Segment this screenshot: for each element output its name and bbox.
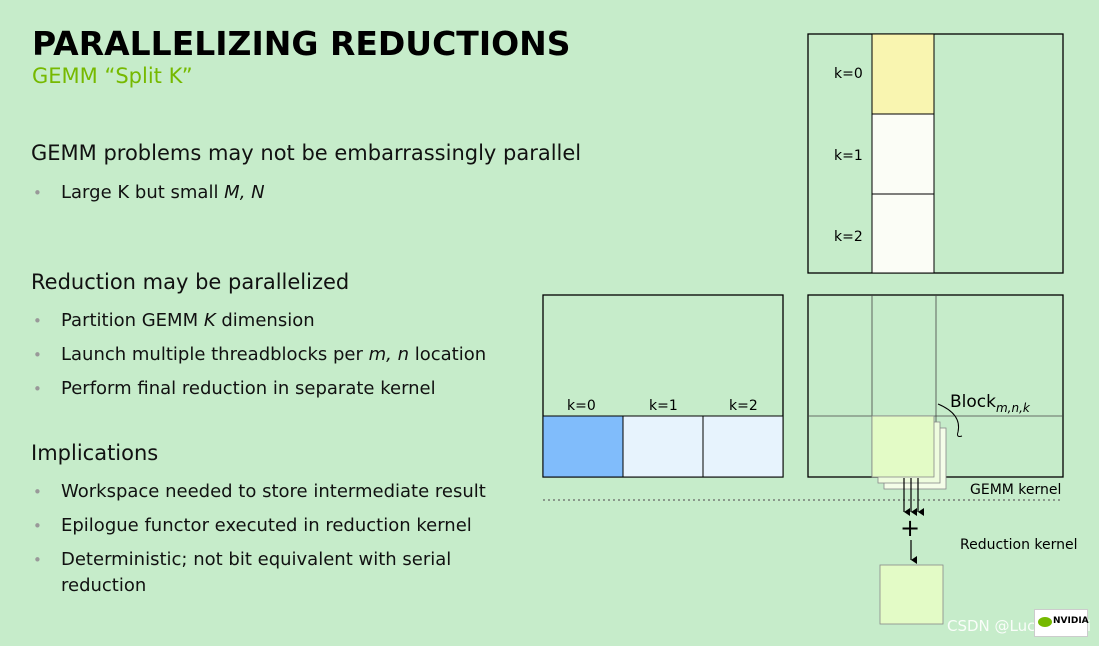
- gemm-kernel-label: GEMM kernel: [970, 482, 1061, 498]
- top-cell-k0: [871, 33, 935, 115]
- top-cell-k2: [871, 193, 935, 274]
- bullet-list-3: Workspace needed to store intermediate r…: [33, 479, 486, 599]
- left-k-label-1: k=1: [649, 398, 678, 414]
- result-tile: [879, 564, 944, 625]
- top-k-label-0: k=0: [834, 66, 863, 82]
- bullet-list-1: Large K but small M, N: [33, 180, 265, 214]
- section-heading-3: Implications: [31, 441, 159, 465]
- left-k-label-0: k=0: [567, 398, 596, 414]
- top-k-label-1: k=1: [834, 148, 863, 164]
- nvidia-logo: NVIDIA: [1034, 609, 1089, 637]
- nvidia-eye-icon: [1038, 617, 1052, 627]
- bullet-item: Workspace needed to store intermediate r…: [33, 479, 486, 513]
- left-cell-k1: [622, 415, 704, 478]
- logo-text: NVIDIA: [1053, 616, 1089, 626]
- bullet-item: Launch multiple threadblocks per m, n lo…: [33, 342, 486, 376]
- left-cell-k0: [542, 415, 624, 478]
- block-tile-k0: [871, 415, 935, 478]
- bullet-item: Epilogue functor executed in reduction k…: [33, 513, 486, 547]
- block-label: Blockm,n,k: [950, 392, 1031, 415]
- top-matrix: [807, 33, 1064, 274]
- page-subtitle: GEMM “Split K”: [32, 64, 193, 88]
- bullet-list-2: Partition GEMM K dimension Launch multip…: [33, 308, 486, 410]
- top-k-label-2: k=2: [834, 229, 863, 245]
- top-cell-k1: [871, 113, 935, 195]
- left-cell-k2: [702, 415, 784, 478]
- reduction-kernel-label: Reduction kernel: [960, 537, 1078, 553]
- section-heading-2: Reduction may be parallelized: [31, 270, 350, 294]
- page-title: PARALLELIZING REDUCTIONS: [32, 24, 571, 63]
- bullet-item: Large K but small M, N: [33, 180, 265, 214]
- bullet-item: Partition GEMM K dimension: [33, 308, 486, 342]
- bullet-item: Deterministic; not bit equivalent with s…: [33, 547, 486, 599]
- left-k-label-2: k=2: [729, 398, 758, 414]
- plus-symbol: +: [900, 514, 920, 542]
- section-heading-1: GEMM problems may not be embarrassingly …: [31, 141, 582, 165]
- bullet-item: Perform final reduction in separate kern…: [33, 376, 486, 410]
